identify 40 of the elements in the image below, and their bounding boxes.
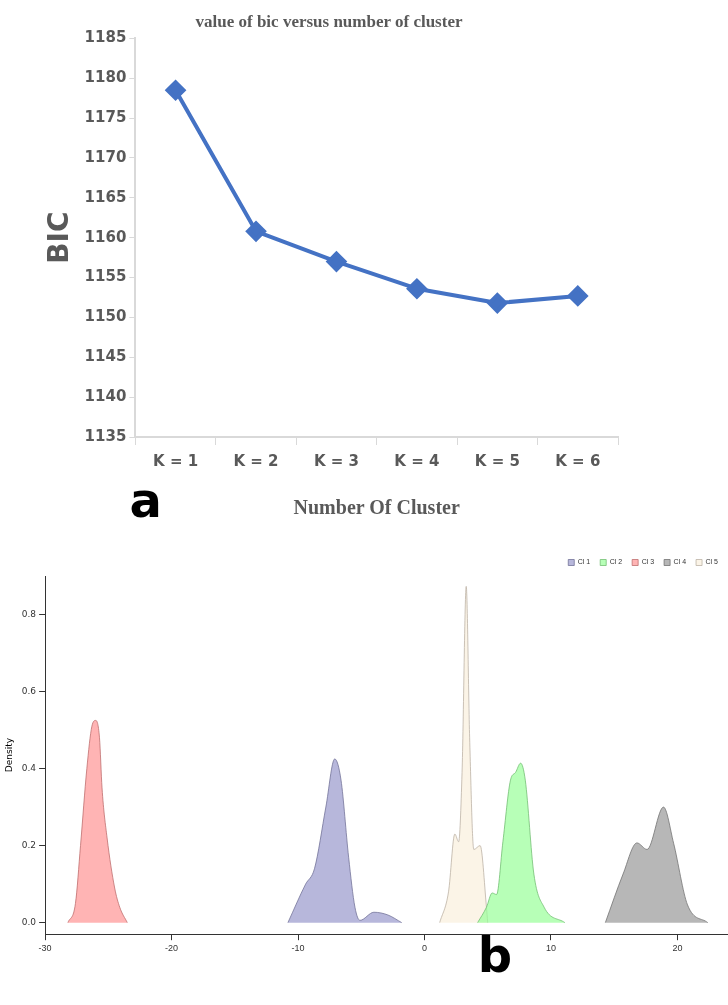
y-tick-label: 1170 (84, 147, 127, 166)
x-axis-title: Number Of Cluster (293, 496, 460, 519)
text: a (129, 472, 162, 529)
chart-title: value of bic versus number of cluster (195, 11, 463, 31)
point (567, 285, 588, 306)
y-tick-label: 0.6 (21, 685, 37, 696)
x-tick-label: K = 4 (394, 451, 440, 470)
y-tick-label: 1160 (84, 227, 127, 246)
y-tick-label: 0.4 (21, 762, 37, 773)
y-tick-label: 0.0 (21, 916, 37, 927)
y-tick-label: 1145 (84, 347, 127, 366)
point (246, 221, 267, 242)
y-tick-label: 1180 (84, 68, 127, 87)
y-tick-label: 1150 (84, 307, 127, 326)
x-tick-label: K = 1 (153, 451, 199, 470)
y-tick-label: 0.8 (21, 608, 37, 619)
annotation: b (477, 926, 513, 983)
x-tick-label: -20 (165, 943, 179, 954)
y-tick-label: 1175 (84, 108, 127, 127)
y-tick-label: 1140 (84, 387, 127, 406)
x-tick-label: K = 6 (555, 451, 601, 470)
x-tick-label: K = 3 (313, 451, 359, 470)
x-tick-label: K = 2 (233, 451, 279, 470)
x-tick-label: 10 (545, 943, 556, 954)
point (165, 80, 186, 101)
x-tick-label: -10 (291, 943, 305, 954)
y-tick-label: 1165 (84, 187, 127, 206)
point (326, 251, 347, 272)
x-tick-label: 0 (421, 943, 427, 954)
y-axis-title: BIC (42, 211, 76, 264)
y-tick-label: 1185 (84, 28, 127, 47)
y-tick-label: 1155 (84, 267, 127, 286)
x-tick-label: -30 (38, 943, 52, 954)
y-axis-title: Density (3, 737, 14, 773)
point (406, 278, 427, 299)
y-tick-label: 1135 (84, 426, 127, 445)
x-tick-label: 20 (672, 943, 683, 954)
y-tick-label: 0.2 (21, 839, 37, 850)
x-tick-label: K = 5 (474, 451, 520, 470)
point (487, 293, 508, 314)
